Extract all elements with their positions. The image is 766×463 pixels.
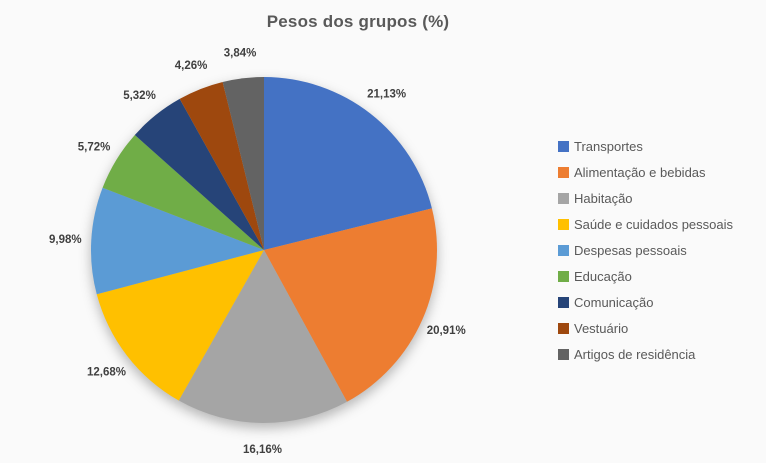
pie-slice-transportes — [264, 77, 432, 250]
slice-label-educacao: 5,72% — [78, 141, 111, 153]
legend-label: Artigos de residência — [574, 346, 696, 362]
slice-label-alimentacao-e-bebidas: 20,91% — [427, 325, 466, 337]
legend-item-vestuario: Vestuário — [558, 320, 733, 336]
slice-label-artigos-de-residencia: 3,84% — [224, 47, 257, 59]
slice-label-transportes: 21,13% — [367, 88, 406, 100]
legend-swatch-icon — [558, 348, 569, 360]
legend-swatch-icon — [558, 296, 569, 308]
pie-slice-comunicacao — [134, 98, 264, 251]
pie-slice-artigos-de-residencia — [222, 77, 264, 250]
slice-label-vestuario: 4,26% — [175, 60, 208, 72]
slice-label-comunicacao: 5,32% — [123, 90, 156, 102]
legend-label: Alimentação e bebidas — [574, 164, 706, 180]
legend: Transportes Alimentação e bebidas Habitaçã… — [558, 138, 733, 372]
pie-slice-educacao — [102, 134, 264, 250]
legend-label: Educação — [574, 268, 632, 284]
legend-label: Transportes — [574, 138, 643, 154]
legend-item-saude-e-cuidados-pessoais: Saúde e cuidados pessoais — [558, 216, 733, 232]
pie-slice-vestuario — [179, 82, 264, 250]
legend-item-comunicacao: Comunicação — [558, 294, 733, 310]
pie-slice-habitacao — [178, 250, 347, 423]
pie-slice-alimentacao-e-bebidas — [264, 208, 437, 402]
legend-item-habitacao: Habitação — [558, 190, 733, 206]
slice-label-despesas-pessoais: 9,98% — [49, 234, 82, 246]
legend-swatch-icon — [558, 218, 569, 230]
legend-label: Comunicação — [574, 294, 654, 310]
chart-title: Pesos dos grupos (%) — [266, 12, 450, 31]
slice-label-saude-e-cuidados-pessoais: 12,68% — [87, 367, 126, 379]
legend-swatch-icon — [558, 166, 569, 178]
legend-label: Vestuário — [574, 320, 629, 336]
legend-label: Despesas pessoais — [574, 242, 687, 258]
legend-item-despesas-pessoais: Despesas pessoais — [558, 242, 733, 258]
legend-item-artigos-de-residencia: Artigos de residência — [558, 346, 733, 362]
pie-slice-saude-e-cuidados-pessoais — [96, 250, 264, 401]
legend-swatch-icon — [558, 192, 569, 204]
pie-slices-group — [90, 77, 437, 423]
legend-label: Saúde e cuidados pessoais — [574, 216, 734, 232]
pie-chart: 21,13% 20,91% 16,16% 12,68% 9,98% 5,72% 5,32% 4… — [49, 47, 466, 456]
slice-label-habitacao: 16,16% — [243, 444, 282, 456]
legend-item-transportes: Transportes — [558, 138, 733, 154]
pie-slice-despesas-pessoais — [90, 187, 264, 295]
legend-label: Habitação — [574, 190, 633, 206]
pie-labels-group: 21,13% 20,91% 16,16% 12,68% 9,98% 5,72% 5,32% 4… — [49, 47, 466, 456]
legend-swatch-icon — [558, 270, 569, 282]
legend-item-alimentacao-e-bebidas: Alimentação e bebidas — [558, 164, 733, 180]
legend-swatch-icon — [558, 244, 569, 256]
legend-item-educacao: Educação — [558, 268, 733, 284]
legend-swatch-icon — [558, 140, 569, 152]
legend-swatch-icon — [558, 322, 569, 334]
